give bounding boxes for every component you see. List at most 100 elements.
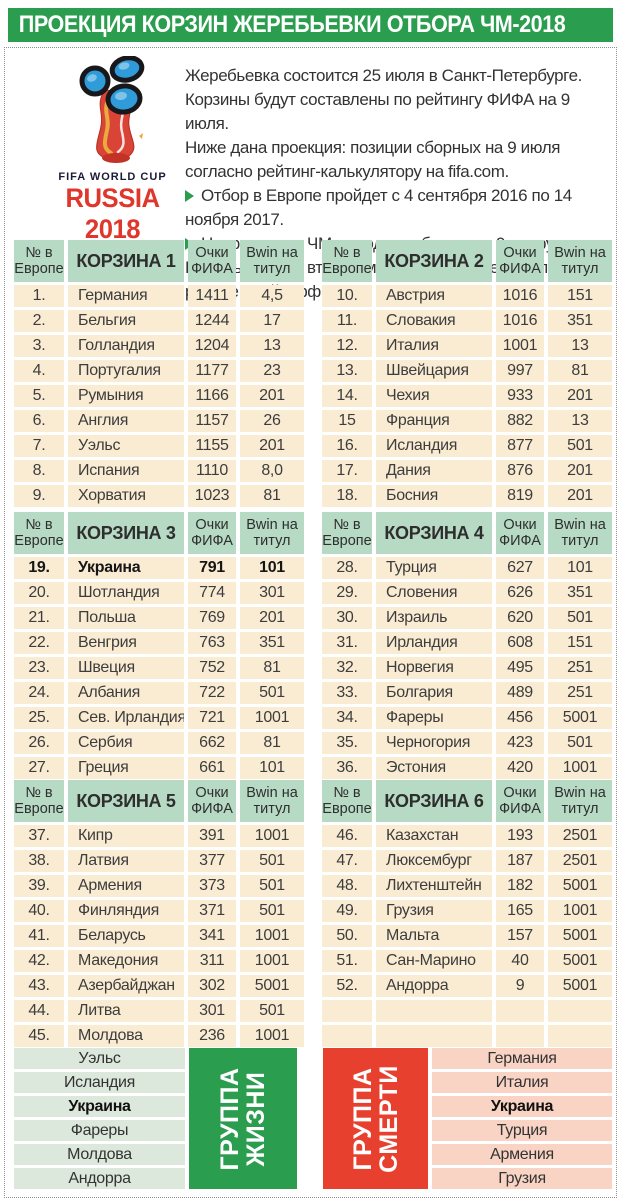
fifa-points: 373 <box>188 875 236 897</box>
group-death-banner: ГРУППА СМЕРТИ <box>323 1048 428 1189</box>
row-number: 30. <box>322 607 372 629</box>
fifa-points: 752 <box>188 657 236 679</box>
group-team: Андорра <box>14 1168 185 1189</box>
team-name: Израиль <box>376 607 492 629</box>
fifa-points: 819 <box>496 485 544 507</box>
fifa-points: 371 <box>188 900 236 922</box>
fifa-points: 236 <box>188 1025 236 1047</box>
fifa-points: 997 <box>496 360 544 382</box>
team-name: Казахстан <box>376 825 492 847</box>
fifa-points: 662 <box>188 732 236 754</box>
bwin-odds: 501 <box>548 607 612 629</box>
team-name: Италия <box>376 335 492 357</box>
fifa-points: 187 <box>496 850 544 872</box>
team-name: Фареры <box>376 707 492 729</box>
column-header-fifa-points: Очки ФИФА <box>496 512 544 554</box>
team-name: Сев. Ирландия <box>68 707 184 729</box>
team-name: Исландия <box>376 435 492 457</box>
content-border <box>4 47 617 1198</box>
row-number: 49. <box>322 900 372 922</box>
bwin-odds: 5001 <box>548 925 612 947</box>
row-number: 48. <box>322 875 372 897</box>
team-name: Турция <box>376 557 492 579</box>
column-header-number: № в Европе <box>322 780 372 822</box>
fifa-points: 40 <box>496 950 544 972</box>
bwin-odds: 81 <box>240 732 304 754</box>
bwin-odds: 201 <box>240 435 304 457</box>
fifa-points: 301 <box>188 1000 236 1022</box>
team-name: Чехия <box>376 385 492 407</box>
team-name: Испания <box>68 460 184 482</box>
team-name: Азербайджан <box>68 975 184 997</box>
bwin-odds: 201 <box>548 485 612 507</box>
team-name: Голландия <box>68 335 184 357</box>
row-number: 6. <box>14 410 64 432</box>
bwin-odds: 351 <box>548 582 612 604</box>
row-number <box>322 1025 372 1047</box>
fifa-points: 608 <box>496 632 544 654</box>
bwin-odds: 13 <box>240 335 304 357</box>
team-name: Грузия <box>376 900 492 922</box>
row-number: 35. <box>322 732 372 754</box>
team-name: Словения <box>376 582 492 604</box>
row-number: 43. <box>14 975 64 997</box>
fifa-points: 769 <box>188 607 236 629</box>
row-number: 18. <box>322 485 372 507</box>
row-number: 4. <box>14 360 64 382</box>
team-name: Польша <box>68 607 184 629</box>
bwin-odds: 501 <box>240 875 304 897</box>
fifa-points: 933 <box>496 385 544 407</box>
title-banner: ПРОЕКЦИЯ КОРЗИН ЖЕРЕБЬЕВКИ ОТБОРА ЧМ-201… <box>8 8 613 42</box>
team-name: Литва <box>68 1000 184 1022</box>
row-number: 29. <box>322 582 372 604</box>
bwin-odds: 101 <box>548 557 612 579</box>
team-name: Дания <box>376 460 492 482</box>
team-name: Финляндия <box>68 900 184 922</box>
team-name: Македония <box>68 950 184 972</box>
team-name: Сан-Марино <box>376 950 492 972</box>
fifa-points: 423 <box>496 732 544 754</box>
intro-paragraph: Жеребьевка состоится 25 июля в Санкт-Пет… <box>185 66 582 133</box>
bwin-odds: 81 <box>240 657 304 679</box>
row-number: 3. <box>14 335 64 357</box>
row-number: 33. <box>322 682 372 704</box>
basket-table-1: № в Европе КОРЗИНА 1 Очки ФИФА Bwin на т… <box>14 240 304 507</box>
row-number: 24. <box>14 682 64 704</box>
row-number: 2. <box>14 310 64 332</box>
column-header-fifa-points: Очки ФИФА <box>496 780 544 822</box>
page-title: ПРОЕКЦИЯ КОРЗИН ЖЕРЕБЬЕВКИ ОТБОРА ЧМ-201… <box>18 11 566 38</box>
fifa-points: 311 <box>188 950 236 972</box>
fifa-points: 1244 <box>188 310 236 332</box>
group-team: Армения <box>432 1144 612 1165</box>
fifa-points: 456 <box>496 707 544 729</box>
row-number: 1. <box>14 285 64 307</box>
team-name: Венгрия <box>68 632 184 654</box>
team-name: Украина <box>68 557 184 579</box>
team-name: Болгария <box>376 682 492 704</box>
row-number: 42. <box>14 950 64 972</box>
fifa-points: 763 <box>188 632 236 654</box>
row-number: 47. <box>322 850 372 872</box>
row-number: 9. <box>14 485 64 507</box>
team-name: Германия <box>68 285 184 307</box>
group-team: Германия <box>432 1048 612 1069</box>
fifa-points: 9 <box>496 975 544 997</box>
team-name: Греция <box>68 757 184 779</box>
bwin-odds: 26 <box>240 410 304 432</box>
bwin-odds: 81 <box>240 485 304 507</box>
row-number: 8. <box>14 460 64 482</box>
bwin-odds: 5001 <box>548 875 612 897</box>
team-name: Швейцария <box>376 360 492 382</box>
group-team: Украина <box>14 1096 185 1117</box>
column-header-fifa-points: Очки ФИФА <box>188 240 236 282</box>
team-name: Эстония <box>376 757 492 779</box>
fifa-points <box>496 1000 544 1022</box>
group-team: Турция <box>432 1120 612 1141</box>
team-name: Швеция <box>68 657 184 679</box>
bwin-odds: 501 <box>240 1000 304 1022</box>
fifa-points: 1157 <box>188 410 236 432</box>
bwin-odds: 201 <box>240 607 304 629</box>
bwin-odds: 101 <box>240 757 304 779</box>
fifa-points: 1411 <box>188 285 236 307</box>
group-team: Исландия <box>14 1072 185 1093</box>
